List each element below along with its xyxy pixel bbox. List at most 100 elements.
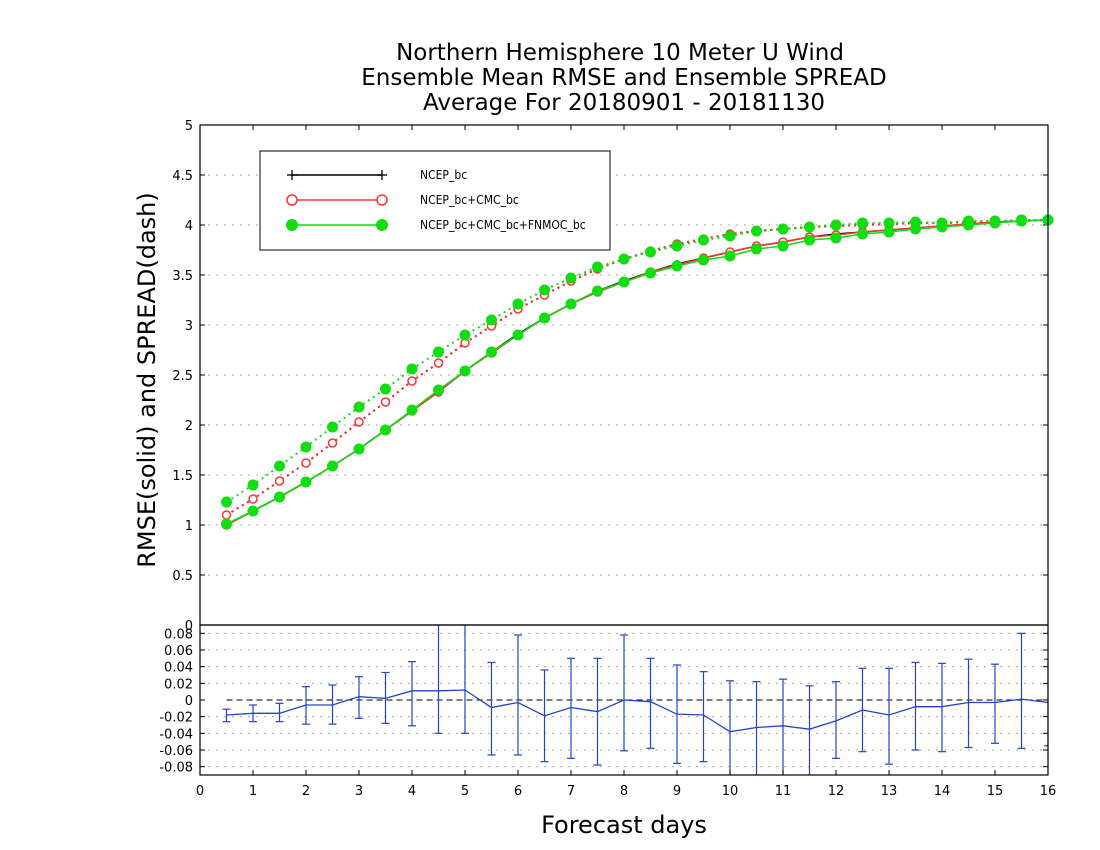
main-y-tick-label: 0 [185, 619, 193, 634]
spread-point-1 [301, 458, 311, 468]
legend-label-2: NCEP_bc+CMC_bc+FNMOC_bc [420, 218, 586, 232]
error-bar [646, 657, 655, 749]
rmse-point-2 [300, 476, 312, 488]
rmse-point-2 [327, 460, 338, 472]
diff-y-tick-label: -0.04 [159, 727, 193, 742]
x-tick-label: 16 [1040, 784, 1057, 799]
diff-y-tick-label: -0.02 [159, 711, 193, 726]
error-bar [434, 625, 443, 734]
spread-point-1 [221, 510, 232, 520]
spread-point-1 [407, 376, 417, 386]
rmse-point-2 [247, 505, 259, 517]
rmse-point-2 [565, 298, 577, 310]
error-bar [275, 702, 284, 723]
spread-point-2 [565, 272, 577, 284]
main-y-tick-label: 2 [185, 419, 193, 434]
rmse-point-2 [724, 250, 736, 262]
error-bar [355, 676, 363, 719]
diff-y-tick-label: 0.04 [164, 661, 193, 676]
chart-title-line-1: Northern Hemisphere 10 Meter U Wind [396, 40, 844, 66]
spread-point-2 [539, 284, 550, 296]
x-tick-label: 12 [828, 784, 845, 799]
error-bar [832, 681, 840, 759]
spread-point-2 [512, 298, 524, 310]
x-tick-label: 9 [673, 784, 681, 799]
error-bar [726, 680, 734, 775]
spread-point-2 [221, 496, 232, 508]
error-bar [885, 667, 893, 765]
rmse-point-2 [380, 424, 391, 436]
main-y-tick-label: 5 [185, 119, 193, 134]
main-y-tick-label: 4.5 [172, 169, 193, 184]
rmse-point-2 [618, 276, 630, 288]
x-tick-label: 11 [775, 784, 792, 799]
spread-point-2 [618, 253, 630, 265]
error-bar [620, 634, 628, 752]
error-bar [514, 634, 522, 756]
spread-point-2 [645, 246, 656, 258]
error-bar [964, 658, 973, 749]
rmse-point-2 [539, 312, 550, 324]
error-bar [991, 663, 999, 744]
spread-point-1 [274, 476, 285, 486]
error-bar [461, 625, 469, 734]
rmse-point-2 [512, 329, 524, 341]
rmse-point-2 [406, 404, 418, 416]
rmse-point-2 [777, 240, 789, 252]
error-bar [752, 681, 761, 775]
spread-point-2 [300, 441, 312, 453]
x-tick-label: 8 [620, 784, 628, 799]
legend-marker [376, 219, 388, 231]
rmse-point-2 [433, 384, 444, 396]
rmse-point-2 [989, 217, 1001, 229]
legend-label-0: NCEP_bc [420, 168, 467, 182]
spread-point-1 [354, 417, 364, 427]
error-bar [222, 708, 231, 723]
x-tick-label: 1 [249, 784, 257, 799]
spread-point-2 [247, 479, 259, 491]
spread-point-2 [671, 240, 683, 252]
spread-point-1 [380, 397, 391, 407]
error-bar [938, 662, 946, 753]
spread-point-2 [592, 261, 603, 273]
spread-point-2 [433, 346, 444, 358]
x-tick-label: 7 [567, 784, 575, 799]
spread-point-2 [486, 314, 497, 326]
chart-title-line-2: Ensemble Mean RMSE and Ensemble SPREAD [361, 65, 886, 91]
chart-title-line-3: Average For 20180901 - 20181130 [423, 90, 825, 116]
main-y-tick-label: 3.5 [172, 269, 193, 284]
rmse-point-2 [486, 346, 497, 358]
legend-marker [376, 194, 388, 206]
spread-point-1 [433, 358, 444, 368]
spread-point-2 [406, 363, 418, 375]
spread-point-2 [751, 225, 762, 237]
spread-point-2 [353, 401, 365, 413]
spread-point-2 [857, 217, 868, 229]
spread-point-2 [804, 221, 815, 233]
rmse-point-2 [1016, 215, 1027, 227]
x-tick-label: 13 [881, 784, 898, 799]
main-y-tick-label: 0.5 [172, 569, 193, 584]
rmse-point-2 [910, 223, 921, 235]
error-bar [805, 685, 814, 775]
main-y-tick-label: 4 [185, 219, 193, 234]
diff-y-tick-label: 0.02 [164, 677, 193, 692]
rmse-point-2 [804, 234, 815, 246]
diff-frame [199, 624, 1049, 776]
error-bar [408, 661, 416, 727]
x-tick-label: 4 [408, 784, 416, 799]
legend-marker [286, 194, 298, 206]
rmse-point-2 [963, 219, 974, 231]
y-axis-label: RMSE(solid) and SPREAD(dash) [133, 192, 161, 568]
x-tick-label: 10 [722, 784, 739, 799]
error-bar [1044, 658, 1048, 747]
rmse-point-2 [353, 443, 365, 455]
spread-point-2 [459, 329, 471, 341]
error-bar [487, 661, 496, 756]
rmse-point-2 [698, 254, 709, 266]
main-y-tick-label: 3 [185, 319, 193, 334]
rmse-point-2 [857, 228, 868, 240]
rmse-point-2 [883, 226, 895, 238]
spread-point-2 [830, 219, 842, 231]
x-axis-label: Forecast days [541, 811, 707, 839]
